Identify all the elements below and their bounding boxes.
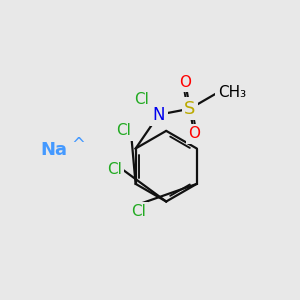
Text: Cl: Cl xyxy=(131,205,146,220)
Text: Cl: Cl xyxy=(134,92,148,107)
Text: ^: ^ xyxy=(71,136,85,154)
Text: S: S xyxy=(184,100,195,118)
Text: CH₃: CH₃ xyxy=(218,85,246,100)
Text: O: O xyxy=(179,75,191,90)
Text: Cl: Cl xyxy=(107,162,122,177)
Text: O: O xyxy=(188,126,200,141)
Text: Na: Na xyxy=(41,141,68,159)
Text: Cl: Cl xyxy=(116,123,131,138)
Text: N: N xyxy=(153,106,165,124)
